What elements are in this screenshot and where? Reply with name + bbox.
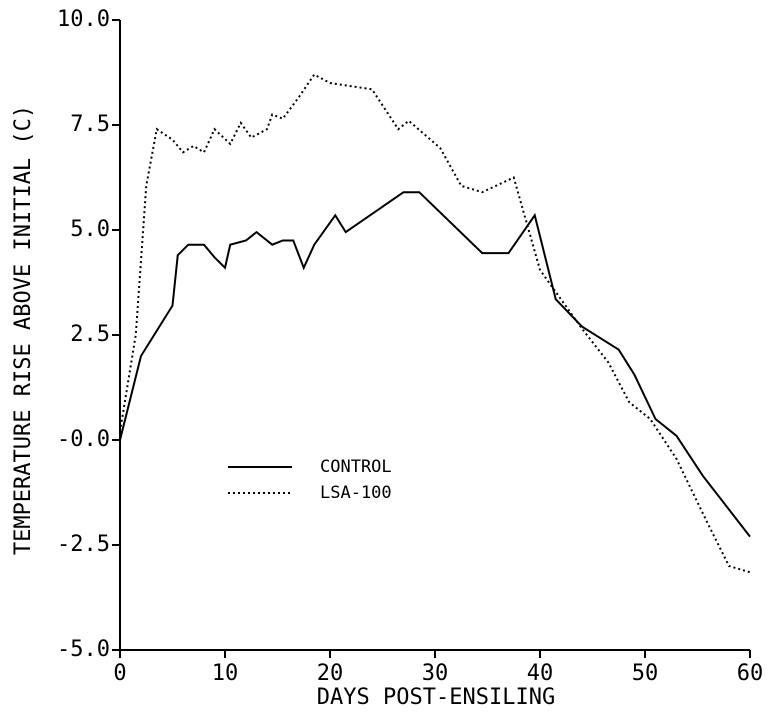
- x-tick-label: 40: [527, 661, 554, 686]
- y-tick-label: 5.0: [70, 217, 110, 242]
- x-tick-label: 50: [632, 661, 659, 686]
- x-tick-label: 30: [422, 661, 449, 686]
- y-tick-label: 2.5: [70, 322, 110, 347]
- y-tick-label: 7.5: [70, 112, 110, 137]
- y-axis-label: TEMPERATURE RISE ABOVE INITIAL (C): [11, 105, 36, 555]
- y-tick-label: -2.5: [57, 532, 110, 557]
- y-tick-label: 10.0: [57, 7, 110, 32]
- x-tick-label: 10: [212, 661, 239, 686]
- series-line: [119, 191, 751, 538]
- x-tick-label: 60: [737, 661, 764, 686]
- x-axis-label: DAYS POST-ENSILING: [317, 685, 555, 710]
- y-tick-label: -0.0: [57, 427, 110, 452]
- x-tick-label: 0: [113, 661, 126, 686]
- legend-label: CONTROL: [320, 457, 392, 477]
- series-line: [119, 73, 751, 574]
- y-tick-label: -5.0: [57, 637, 110, 662]
- legend-label: LSA-100: [320, 483, 392, 503]
- x-tick-label: 20: [317, 661, 344, 686]
